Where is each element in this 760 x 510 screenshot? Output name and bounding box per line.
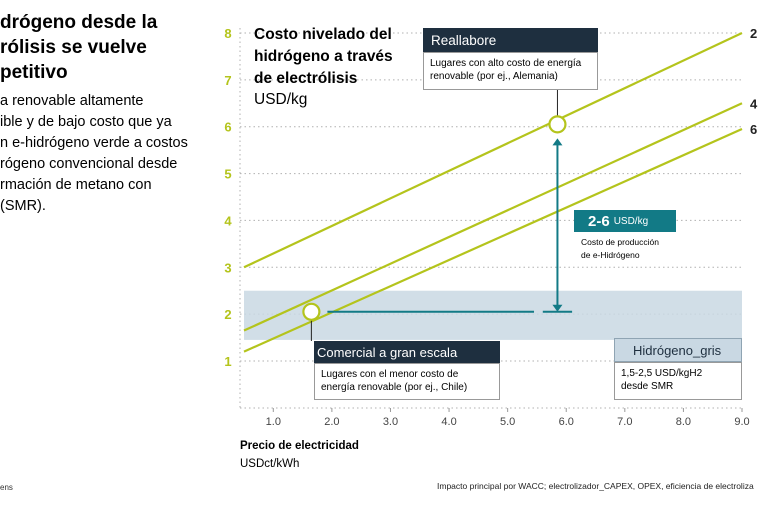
range-arrow-head-bottom <box>552 304 563 312</box>
series-lines: 2 4 6 <box>243 26 758 353</box>
range-arrow-head-top <box>552 138 563 146</box>
axes: 1 2 3 4 5 6 7 8 1.0 2.0 3.0 4.0 5.0 6.0 7.0 8.0 9.0 <box>224 26 749 428</box>
chart-title: Costo nivelado del hidrógeno a través de… <box>254 26 393 87</box>
series-line <box>243 102 743 332</box>
x-tick-label: 1.0 <box>266 416 281 428</box>
x-tick-label: 6.0 <box>559 416 574 428</box>
comercial-header: Comercial a gran escala <box>314 341 500 363</box>
left-text-panel: drógeno desde la rólisis se vuelve petit… <box>0 10 225 217</box>
reallabore-body: Lugares con alto costo de energía renova… <box>423 52 598 90</box>
y-tick-label: 2 <box>224 307 231 322</box>
highlight-point <box>302 302 321 321</box>
x-axis-unit: USDct/kWh <box>240 458 300 470</box>
gris-header: Hidrógeno_gris <box>614 338 742 362</box>
left-body: a renovable altamente ible y de bajo cos… <box>0 93 188 214</box>
range-callout-value: 2-6 <box>588 212 610 230</box>
x-tick-label: 5.0 <box>500 416 515 428</box>
chart-unit: USD/kg <box>254 91 308 108</box>
y-tick-label: 7 <box>224 73 231 88</box>
series-end-label: 2 <box>750 26 757 41</box>
series-end-label: 4 <box>750 96 758 111</box>
series-line <box>243 32 743 269</box>
gris-body: 1,5-2,5 USD/kgH2 desde SMR <box>614 362 742 400</box>
x-tick-label: 2.0 <box>324 416 339 428</box>
y-tick-label: 5 <box>224 167 231 182</box>
x-tick-label: 7.0 <box>617 416 632 428</box>
range-callout-unit: USD/kg <box>613 215 649 227</box>
x-tick-label: 8.0 <box>676 416 691 428</box>
y-tick-label: 3 <box>224 260 231 275</box>
y-tick-label: 6 <box>224 120 231 135</box>
y-tick-label: 8 <box>224 26 231 41</box>
y-tick-label: 4 <box>224 213 232 228</box>
source-text: ens <box>0 483 13 492</box>
comercial-header-label: Comercial a gran escala <box>317 344 458 360</box>
reallabore-header-label: Reallabore <box>431 32 497 48</box>
series-end-label: 6 <box>750 122 757 137</box>
reallabore-header: Reallabore <box>423 28 598 52</box>
x-axis-title: Precio de electricidad <box>240 440 359 452</box>
range-callout: 2-6 USD/kg <box>574 210 676 232</box>
footnote: Impacto principal por WACC; electrolizad… <box>437 481 754 491</box>
left-title: drógeno desde la rólisis se vuelve petit… <box>0 12 158 83</box>
x-tick-label: 3.0 <box>383 416 398 428</box>
series-line <box>243 128 743 353</box>
x-tick-label: 4.0 <box>441 416 456 428</box>
highlight-marks <box>302 90 573 341</box>
range-callout-desc: Costo de producción de e-Hidrógeno <box>581 237 659 260</box>
highlight-point <box>548 115 567 134</box>
y-tick-label: 1 <box>224 354 231 369</box>
gris-header-label: Hidrógeno_gris <box>633 342 722 358</box>
comercial-body: Lugares con el menor costo de energía re… <box>314 363 500 400</box>
x-tick-label: 9.0 <box>734 416 749 428</box>
